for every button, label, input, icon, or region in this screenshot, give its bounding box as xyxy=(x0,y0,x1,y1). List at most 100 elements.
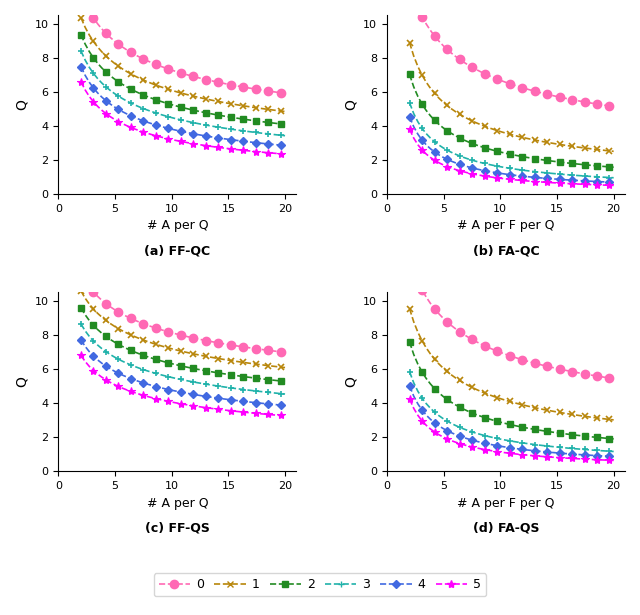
4 xyxy=(468,164,476,172)
4 xyxy=(552,449,559,456)
3 xyxy=(506,437,513,445)
3 xyxy=(186,378,193,385)
5 xyxy=(77,78,84,85)
0 xyxy=(535,89,543,96)
1 xyxy=(131,333,139,341)
4 xyxy=(444,427,451,434)
0 xyxy=(211,338,218,346)
3 xyxy=(119,357,127,365)
0 xyxy=(273,89,280,96)
2 xyxy=(510,151,518,159)
1 xyxy=(439,98,447,106)
4 xyxy=(86,348,93,355)
5 xyxy=(281,412,289,419)
2 xyxy=(227,371,235,378)
5 xyxy=(194,141,202,148)
2 xyxy=(277,377,285,384)
0 xyxy=(556,365,563,373)
5 xyxy=(119,384,127,392)
5 xyxy=(189,402,197,410)
4 xyxy=(535,448,543,455)
2 xyxy=(510,422,518,429)
5 xyxy=(269,149,276,157)
5 xyxy=(539,453,547,460)
5 xyxy=(444,163,451,170)
3 xyxy=(115,355,122,363)
0 xyxy=(552,92,559,100)
4 xyxy=(161,124,168,131)
1 xyxy=(264,106,272,113)
5 xyxy=(410,135,417,142)
0 xyxy=(472,66,480,73)
0 xyxy=(547,92,555,99)
4 xyxy=(173,387,180,395)
0 xyxy=(281,349,289,356)
1 xyxy=(452,374,460,381)
2 xyxy=(223,370,230,378)
4 xyxy=(244,398,252,405)
1 xyxy=(447,371,455,378)
5 xyxy=(493,174,501,181)
2 xyxy=(219,370,227,377)
0 xyxy=(489,74,497,81)
5 xyxy=(610,457,618,464)
4 xyxy=(518,172,526,180)
4 xyxy=(472,437,480,445)
0 xyxy=(414,278,422,285)
1 xyxy=(593,415,601,422)
1 xyxy=(527,135,534,143)
3 xyxy=(605,448,613,455)
5 xyxy=(560,180,568,187)
5 xyxy=(568,180,576,188)
3 xyxy=(123,97,131,105)
0 xyxy=(161,327,168,335)
1 xyxy=(94,309,102,317)
0 xyxy=(580,98,588,106)
4 xyxy=(169,387,177,394)
Line: 0: 0 xyxy=(405,0,618,111)
3 xyxy=(535,442,543,449)
5 xyxy=(547,179,555,186)
1 xyxy=(477,387,484,395)
3 xyxy=(456,424,463,431)
0 xyxy=(481,70,488,77)
0 xyxy=(239,343,247,351)
1 xyxy=(522,402,530,410)
4 xyxy=(531,447,538,454)
4 xyxy=(227,136,235,143)
3 xyxy=(86,63,93,71)
2 xyxy=(181,363,189,370)
3 xyxy=(94,341,102,349)
4 xyxy=(144,381,152,388)
4 xyxy=(452,430,460,438)
1 xyxy=(169,87,177,94)
4 xyxy=(144,119,152,126)
5 xyxy=(236,408,243,415)
3 xyxy=(227,125,235,133)
3 xyxy=(502,164,509,171)
2 xyxy=(468,140,476,147)
0 xyxy=(506,80,513,87)
1 xyxy=(593,146,601,153)
1 xyxy=(522,135,530,142)
0 xyxy=(518,356,526,363)
4 xyxy=(198,132,205,139)
0 xyxy=(477,68,484,75)
5 xyxy=(123,122,131,129)
Line: 0: 0 xyxy=(77,269,289,357)
1 xyxy=(86,31,93,39)
5 xyxy=(123,386,131,394)
3 xyxy=(535,169,543,176)
0 xyxy=(186,333,193,341)
5 xyxy=(252,148,260,155)
4 xyxy=(115,106,122,113)
1 xyxy=(435,94,442,101)
1 xyxy=(273,363,280,370)
1 xyxy=(131,73,139,80)
4 xyxy=(123,373,131,381)
3 xyxy=(560,444,568,451)
1 xyxy=(198,94,205,101)
0 xyxy=(535,360,543,368)
1 xyxy=(506,130,513,138)
1 xyxy=(439,364,447,371)
